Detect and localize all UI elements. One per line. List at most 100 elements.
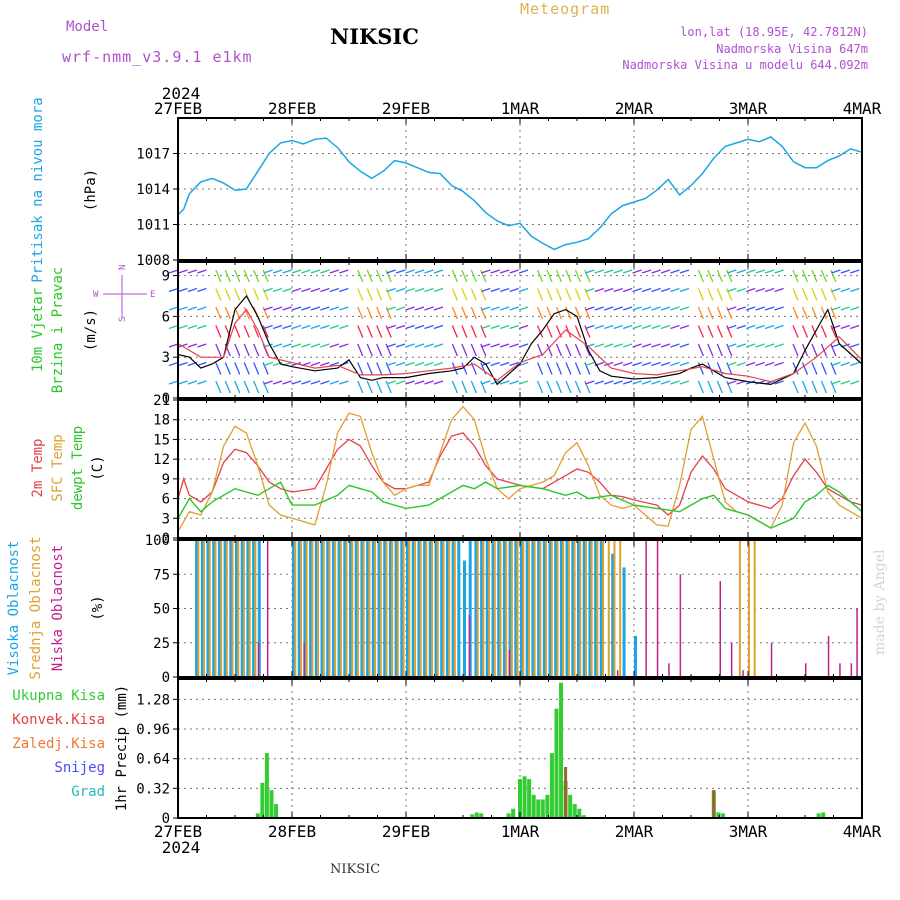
wind-arrow	[451, 325, 458, 338]
wind-arrow	[310, 306, 321, 311]
x-date-label-top: 2MAR	[615, 99, 654, 118]
precip-bar	[816, 813, 821, 818]
wind-arrow	[301, 324, 311, 330]
temperature-ytick-label: 15	[153, 432, 170, 448]
cloud-bar	[240, 540, 244, 677]
precip-bar	[527, 779, 532, 818]
wind-arrow	[764, 287, 775, 293]
cloud-bar	[645, 540, 647, 677]
wind-arrow	[376, 362, 383, 375]
wind-arrow	[272, 324, 283, 330]
wind-arrow	[774, 287, 784, 293]
cloud-bar	[434, 540, 438, 677]
wind-arrow	[357, 362, 364, 375]
precip-bar	[572, 804, 577, 818]
x-date-label-top: 27FEB	[154, 99, 202, 118]
wind-ytick-label: 9	[162, 269, 170, 285]
cloud-bar	[505, 540, 508, 677]
wind-arrow	[613, 306, 623, 311]
wind-arrow	[555, 343, 563, 357]
wind-arrow	[565, 380, 572, 394]
wind-arrow	[792, 269, 799, 283]
x-date-label-top: 3MAR	[729, 99, 768, 118]
wind-arrow	[405, 306, 415, 311]
cloud-bar	[360, 540, 364, 677]
wind-arrow	[594, 324, 604, 330]
wind-arrow	[726, 343, 733, 357]
wind-arrow	[481, 287, 491, 293]
wind-arrow	[234, 343, 241, 357]
cloud-bar	[299, 540, 302, 677]
wind-arrow	[451, 362, 458, 375]
cloud-bar	[440, 540, 444, 677]
wind-arrow	[622, 287, 633, 293]
wind-arrow	[830, 306, 837, 320]
precip-bar	[511, 808, 516, 818]
cloud-bar	[366, 540, 370, 677]
wind-arrow	[178, 269, 188, 274]
wind-arrow	[774, 361, 784, 367]
wind-arrow	[736, 324, 746, 330]
wind-arrow	[509, 306, 519, 311]
wind-arrow	[414, 306, 425, 311]
wind-arrow	[585, 269, 595, 274]
wind-arrow	[499, 343, 510, 348]
cloud-bar	[396, 540, 399, 677]
wind-arrow	[536, 343, 544, 357]
wind-arrow	[670, 324, 680, 330]
clouds-ytick-label: 75	[153, 567, 170, 583]
wind-arrow	[651, 306, 661, 311]
wind-arrow	[168, 269, 179, 274]
wind-arrow	[291, 324, 302, 330]
cloud-bar	[542, 540, 546, 677]
wind-arrow	[480, 343, 487, 357]
wind-arrow	[243, 380, 250, 394]
cloud-bar	[497, 540, 501, 677]
wind-arrow	[197, 380, 207, 385]
wind-arrow	[697, 269, 705, 283]
cloud-bar	[805, 663, 807, 677]
x-date-label-bottom: 3MAR	[729, 822, 768, 841]
wind-arrow	[395, 380, 406, 385]
wind-arrow	[792, 380, 799, 394]
cloud-bar	[294, 540, 297, 677]
cloud-bar	[463, 560, 466, 677]
cloud-bar	[356, 540, 359, 677]
cloud-ylabel-low: Niska Oblacnost	[50, 545, 66, 671]
wind-arrow	[243, 343, 250, 357]
temperature-ytick-label: 9	[162, 472, 170, 488]
wind-arrow	[801, 269, 809, 283]
cloud-bar	[314, 540, 318, 677]
wind-arrow	[451, 288, 458, 301]
wind-arrow	[574, 306, 582, 320]
wind-arrow	[499, 287, 510, 293]
wind-arrow	[509, 324, 519, 330]
wind-arrow	[792, 325, 799, 338]
wind-arrow	[197, 324, 207, 330]
cloud-bar	[656, 540, 659, 677]
cloud-bar	[391, 540, 394, 677]
cloud-bar	[567, 540, 570, 677]
wind-arrow	[594, 343, 604, 348]
wind-arrow	[726, 288, 733, 301]
wind-arrow	[263, 306, 273, 311]
wind-arrow	[651, 287, 661, 293]
wind-arrow	[604, 361, 614, 367]
wind-arrow	[339, 380, 349, 385]
wind-arrow	[801, 306, 809, 320]
wind-arrow	[329, 361, 340, 367]
wind-arrow	[480, 306, 487, 320]
wind-arrow	[764, 343, 775, 348]
wind-arrow	[840, 361, 851, 367]
precip-bar	[720, 813, 725, 818]
cloud-bar	[545, 540, 548, 677]
clouds-ytick-label: 0	[162, 670, 170, 686]
wind-arrow	[840, 380, 851, 385]
wind-arrow	[736, 343, 746, 348]
cloud-bar	[242, 540, 245, 677]
wind-arrow	[632, 361, 642, 367]
wind-arrow	[594, 306, 604, 311]
wind-arrow	[357, 288, 364, 301]
wind-arrow	[168, 287, 179, 293]
wind-arrow	[282, 380, 292, 385]
